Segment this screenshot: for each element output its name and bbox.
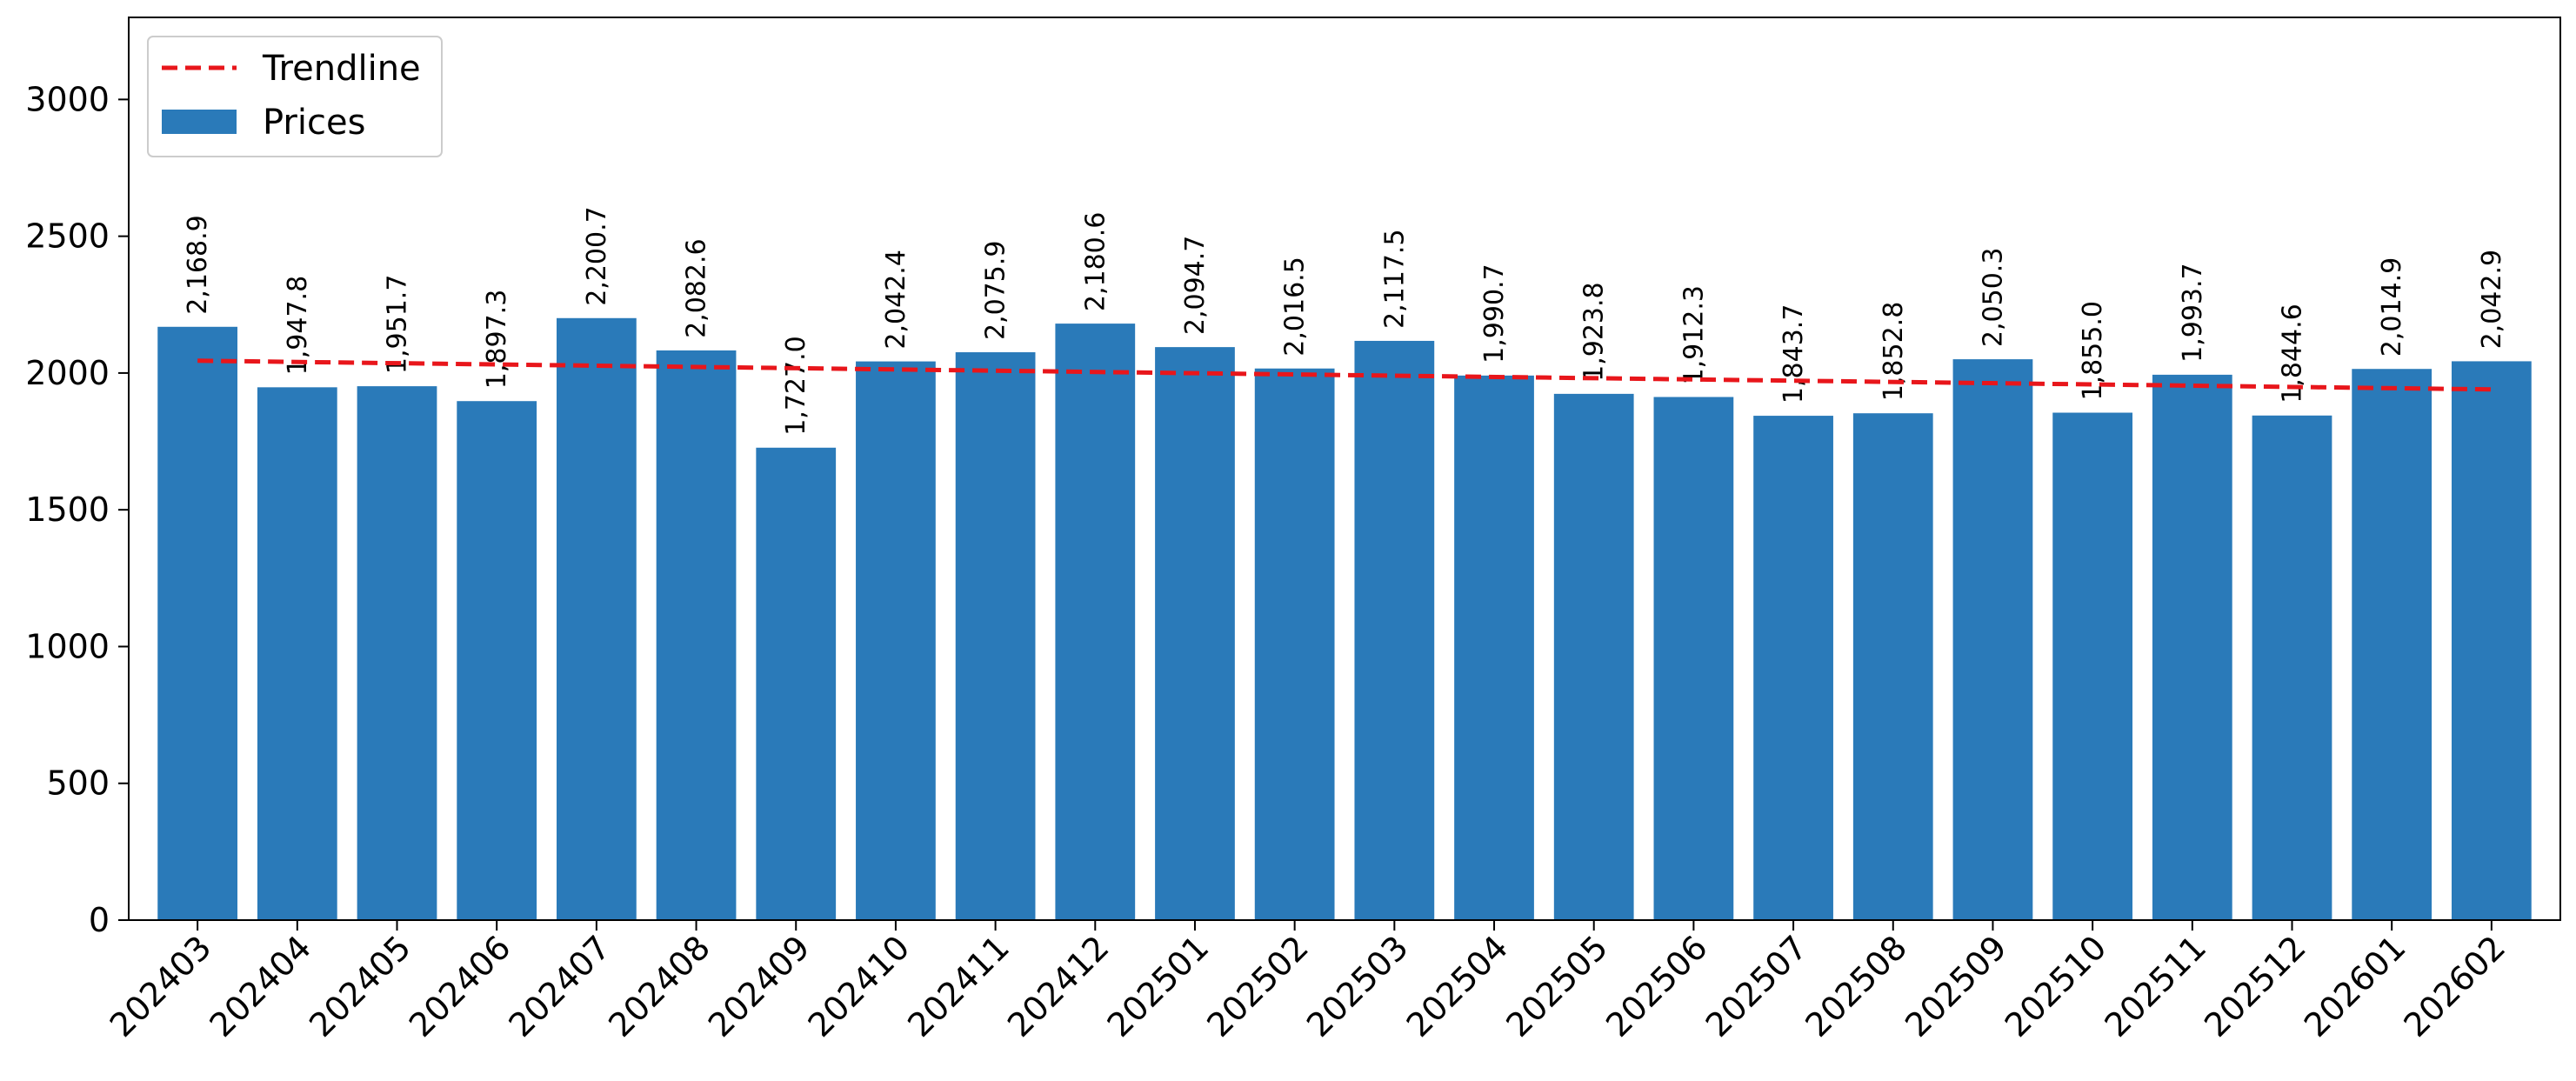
bar-labels-layer: 2,168.9 1,947.8 1,951.7 1,897.3 2,200.7 2,082…: [183, 206, 2507, 436]
bar-value-label: 2,014.9: [2377, 257, 2407, 357]
trendline: [197, 358, 2492, 392]
bar-202502: [1254, 368, 1335, 920]
bar-202509: [1952, 359, 2033, 920]
bar-202602: [2451, 361, 2532, 920]
x-tick-label: 202403: [103, 928, 219, 1044]
x-tick-label: 202503: [1299, 928, 1416, 1044]
bar-202410: [856, 361, 936, 920]
bar-value-label: 2,180.6: [1080, 212, 1111, 312]
x-tick-label: 202601: [2297, 928, 2413, 1044]
bar-202512: [2252, 415, 2332, 921]
y-tick-label: 1000: [25, 627, 110, 665]
bar-202501: [1155, 347, 1235, 920]
bar-value-label: 1,951.7: [383, 275, 413, 375]
trendline-layer: [197, 358, 2492, 392]
bar-202601: [2352, 369, 2433, 920]
bar-value-label: 1,923.8: [1579, 282, 1610, 382]
bar-202510: [2052, 412, 2133, 920]
legend: Trendline Prices: [147, 36, 443, 157]
x-tick-label: 202507: [1698, 928, 1815, 1044]
legend-prices-label: Prices: [263, 103, 365, 143]
bar-value-label: 1,990.7: [1479, 264, 1510, 364]
bar-202511: [2152, 374, 2232, 920]
x-tick-label: 202406: [402, 928, 518, 1044]
bar-202406: [457, 401, 537, 921]
bar-202411: [955, 352, 1036, 920]
bar-value-label: 1,727.0: [781, 336, 811, 436]
x-tick-label: 202502: [1199, 928, 1316, 1044]
bar-value-label: 2,050.3: [1978, 248, 2008, 348]
bar-202403: [157, 326, 238, 920]
x-tick-label: 202411: [900, 928, 1017, 1044]
bar-202507: [1753, 416, 1833, 921]
x-tick-label: 202504: [1399, 928, 1516, 1044]
bar-202504: [1454, 375, 1534, 920]
bar-value-label: 1,947.8: [283, 276, 313, 376]
bar-202412: [1055, 324, 1136, 920]
x-axis: 2024032024042024052024062024072024082024…: [103, 920, 2513, 1044]
x-tick-label: 202505: [1498, 928, 1615, 1044]
x-tick-label: 202409: [701, 928, 818, 1044]
x-tick-label: 202509: [1898, 928, 2014, 1044]
y-tick-label: 1500: [25, 490, 110, 529]
bar-value-label: 2,016.5: [1280, 257, 1311, 357]
y-axis: 0 500 1000 1500 2000 2500 3000: [25, 80, 129, 939]
x-tick-label: 202602: [2397, 928, 2513, 1044]
x-tick-label: 202407: [502, 928, 618, 1044]
bar-202407: [556, 317, 637, 921]
legend-prices-swatch: [162, 110, 237, 134]
y-tick-label: 0: [89, 901, 110, 939]
bar-value-label: 1,897.3: [482, 290, 512, 390]
bars-layer: [157, 317, 2532, 921]
x-tick-label: 202506: [1598, 928, 1715, 1044]
bar-value-label: 2,042.9: [2477, 250, 2507, 350]
y-tick-label: 500: [46, 764, 110, 803]
bar-value-label: 2,168.9: [183, 215, 213, 315]
bar-value-label: 1,993.7: [2178, 263, 2208, 363]
bar-202503: [1354, 340, 1435, 920]
x-tick-label: 202508: [1798, 928, 1914, 1044]
plot-frame: [128, 17, 2561, 921]
bar-value-label: 2,094.7: [1180, 236, 1211, 336]
bar-202408: [656, 350, 737, 921]
x-tick-label: 202408: [601, 928, 717, 1044]
y-tick-label: 2500: [25, 217, 110, 256]
bar-value-label: 2,075.9: [981, 241, 1011, 341]
bar-value-label: 1,852.8: [1879, 302, 1909, 402]
bar-value-label: 1,843.7: [1779, 304, 1809, 404]
legend-trendline-label: Trendline: [262, 49, 421, 89]
x-tick-label: 202404: [202, 928, 318, 1044]
x-tick-label: 202511: [2097, 928, 2213, 1044]
bar-value-label: 2,042.4: [881, 250, 911, 350]
bar-202508: [1852, 413, 1933, 920]
bar-value-label: 1,912.3: [1678, 285, 1709, 385]
x-tick-label: 202501: [1100, 928, 1217, 1044]
bar-202404: [257, 387, 337, 920]
bar-value-label: 2,117.5: [1379, 229, 1410, 329]
bar-value-label: 2,200.7: [582, 206, 612, 306]
y-tick-label: 2000: [25, 354, 110, 392]
x-tick-label: 202512: [2197, 928, 2313, 1044]
bar-202506: [1653, 397, 1734, 920]
x-tick-label: 202412: [1000, 928, 1117, 1044]
bar-value-label: 2,082.6: [682, 238, 712, 338]
bar-202405: [357, 386, 437, 920]
y-tick-label: 3000: [25, 80, 110, 118]
x-tick-label: 202410: [801, 928, 918, 1044]
bar-202505: [1553, 393, 1634, 920]
bar-202409: [756, 447, 837, 920]
x-tick-label: 202510: [1998, 928, 2114, 1044]
x-tick-label: 202405: [302, 928, 418, 1044]
